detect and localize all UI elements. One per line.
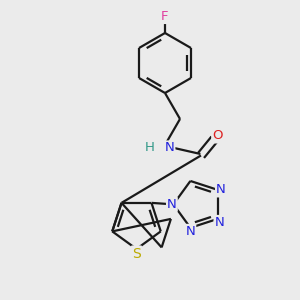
Text: N: N xyxy=(216,183,226,196)
Text: N: N xyxy=(185,225,195,238)
Text: O: O xyxy=(212,130,223,142)
Text: N: N xyxy=(214,216,224,229)
Text: H: H xyxy=(145,142,155,154)
Text: S: S xyxy=(132,247,141,260)
Text: N: N xyxy=(165,142,174,154)
Text: F: F xyxy=(161,10,169,23)
Text: N: N xyxy=(167,198,177,211)
